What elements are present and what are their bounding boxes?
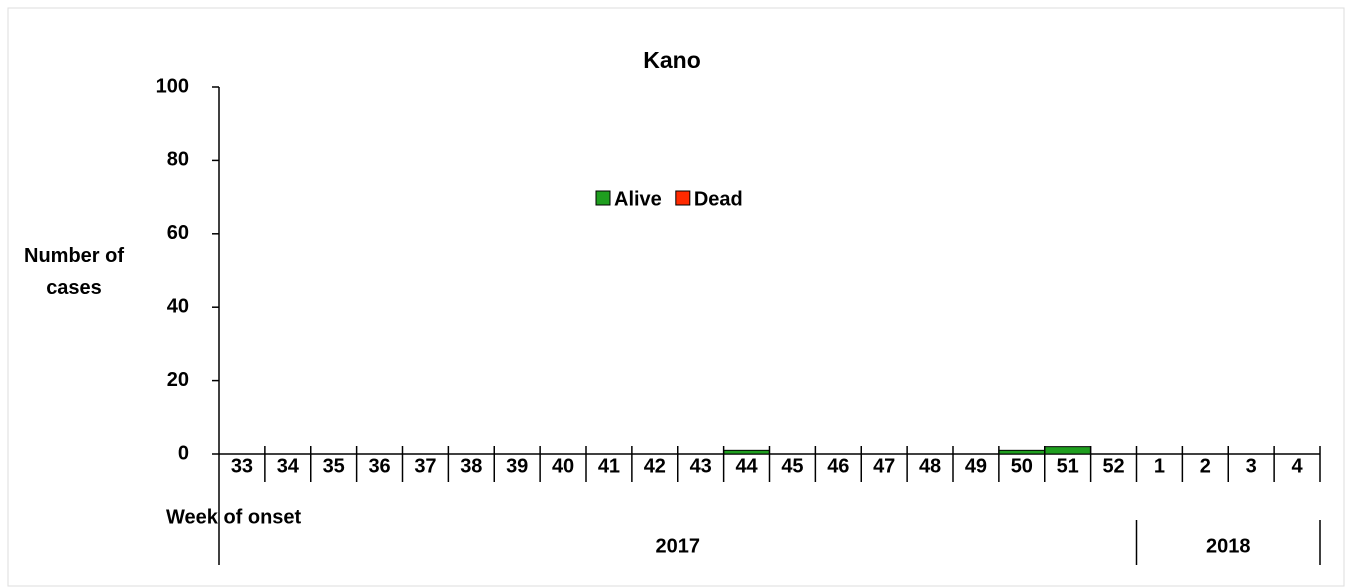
x-tick-label: 49 bbox=[965, 455, 987, 477]
x-tick-label: 48 bbox=[919, 455, 941, 477]
x-tick-label: 35 bbox=[323, 455, 345, 477]
x-tick-label: 40 bbox=[552, 455, 574, 477]
x-tick-label: 46 bbox=[827, 455, 849, 477]
x-tick-label: 2 bbox=[1200, 455, 1211, 477]
x-tick-label: 36 bbox=[368, 455, 390, 477]
x-tick-label: 34 bbox=[277, 455, 300, 477]
legend-label: Alive bbox=[614, 188, 662, 210]
legend-swatch bbox=[595, 190, 611, 206]
x-tick-label: 52 bbox=[1102, 455, 1124, 477]
y-tick-label: 100 bbox=[156, 75, 189, 97]
x-tick-label: 3 bbox=[1246, 455, 1257, 477]
chart-title: Kano bbox=[643, 47, 701, 73]
x-tick-label: 43 bbox=[690, 455, 712, 477]
bar bbox=[998, 449, 1046, 455]
y-tick-label: 20 bbox=[167, 369, 189, 391]
bar bbox=[723, 449, 770, 455]
x-tick-label: 51 bbox=[1057, 455, 1079, 477]
x-tick-label: 39 bbox=[506, 455, 528, 477]
legend-swatch bbox=[675, 190, 691, 206]
x-tick-label: 42 bbox=[644, 455, 666, 477]
y-tick-label: 40 bbox=[167, 295, 189, 317]
x-tick-label: 41 bbox=[598, 455, 620, 477]
x-tick-label: 44 bbox=[735, 455, 758, 477]
x-tick-label: 47 bbox=[873, 455, 895, 477]
y-axis-label: Number of cases bbox=[24, 245, 124, 299]
x-tick-label: 45 bbox=[781, 455, 803, 477]
y-tick-label: 60 bbox=[167, 222, 189, 244]
x-tick-label: 38 bbox=[460, 455, 482, 477]
x-tick-label: 33 bbox=[231, 455, 253, 477]
y-tick-label: 80 bbox=[167, 149, 189, 171]
x-tick-label: 4 bbox=[1292, 455, 1304, 477]
frame bbox=[7, 7, 1345, 587]
x-tick-label: 1 bbox=[1154, 455, 1165, 477]
x-axis-label: Week of onset bbox=[166, 506, 302, 528]
y-tick-label: 0 bbox=[178, 442, 189, 464]
x-tick-label: 50 bbox=[1011, 455, 1033, 477]
bar bbox=[1044, 446, 1092, 455]
x-group-label: 2018 bbox=[1206, 535, 1251, 557]
x-group-label: 2017 bbox=[656, 535, 701, 557]
legend-label: Dead bbox=[694, 188, 743, 210]
x-tick-label: 37 bbox=[414, 455, 436, 477]
